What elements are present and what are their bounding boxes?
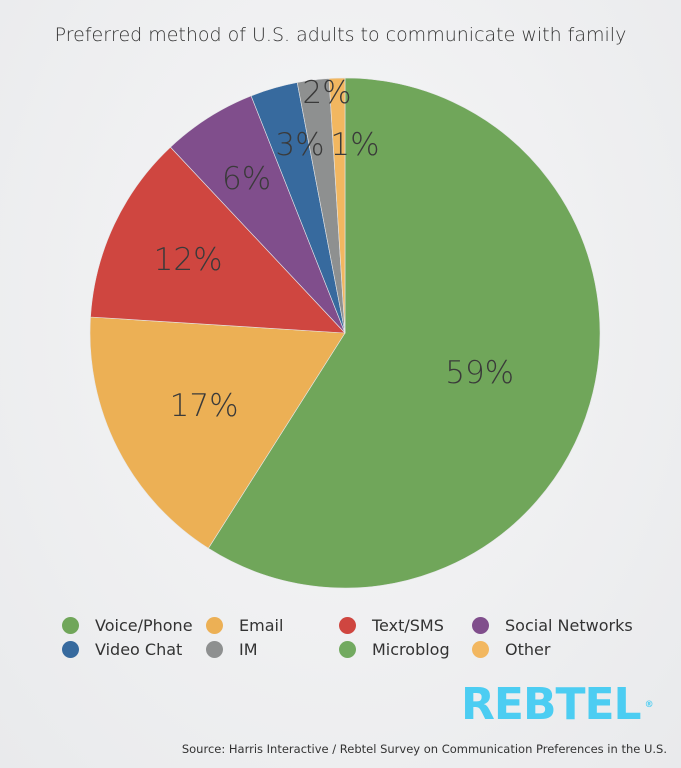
- legend-label: Email: [239, 615, 284, 635]
- legend-swatch: [339, 616, 356, 634]
- pie-slice-other: [328, 77, 346, 334]
- legend-item: Email: [206, 614, 339, 636]
- legend-swatch: [339, 640, 356, 658]
- legend-swatch: [62, 640, 79, 658]
- legend-item: IM: [206, 638, 339, 660]
- registered-mark: ®: [644, 700, 654, 710]
- legend-item: Other: [472, 638, 642, 660]
- legend-label: Voice/Phone: [95, 615, 193, 635]
- legend-item: Social Networks: [472, 614, 642, 636]
- slice-label: 17%: [170, 388, 239, 424]
- legend-label: Social Networks: [505, 615, 633, 635]
- legend-swatch: [472, 640, 489, 658]
- legend-item: Voice/Phone: [62, 614, 206, 636]
- legend-swatch: [206, 616, 223, 634]
- slice-label: 2%: [302, 75, 351, 111]
- chart-title: Preferred method of U.S. adults to commu…: [54, 24, 627, 46]
- slice-label: 12%: [154, 242, 223, 278]
- rebtel-logo: REBTEL ®: [461, 683, 654, 727]
- slice-label: 59%: [445, 355, 514, 391]
- legend-swatch: [472, 616, 489, 634]
- pie-slice-text-sms: [90, 146, 346, 334]
- legend-item: Microblog: [339, 638, 472, 660]
- legend-label: Text/SMS: [372, 615, 444, 635]
- legend-label: Video Chat: [95, 639, 183, 659]
- pie-slice-voice-phone: [207, 77, 601, 589]
- slice-label: 1%: [330, 127, 379, 163]
- legend-label: Other: [505, 639, 551, 659]
- legend-swatch: [206, 640, 223, 658]
- legend-swatch: [62, 616, 79, 634]
- slice-label: 6%: [222, 161, 271, 197]
- pie-slice-email: [89, 316, 346, 549]
- source-note: Source: Harris Interactive / Rebtel Surv…: [181, 742, 667, 756]
- legend-item: Video Chat: [62, 638, 206, 660]
- legend: Voice/Phone Email Text/SMS Social Networ…: [62, 614, 662, 660]
- legend-label: Microblog: [372, 639, 450, 659]
- legend-item: Text/SMS: [339, 614, 472, 636]
- legend-label: IM: [239, 639, 258, 659]
- slice-label: 3%: [275, 127, 324, 163]
- logo-text: REBTEL: [461, 679, 642, 730]
